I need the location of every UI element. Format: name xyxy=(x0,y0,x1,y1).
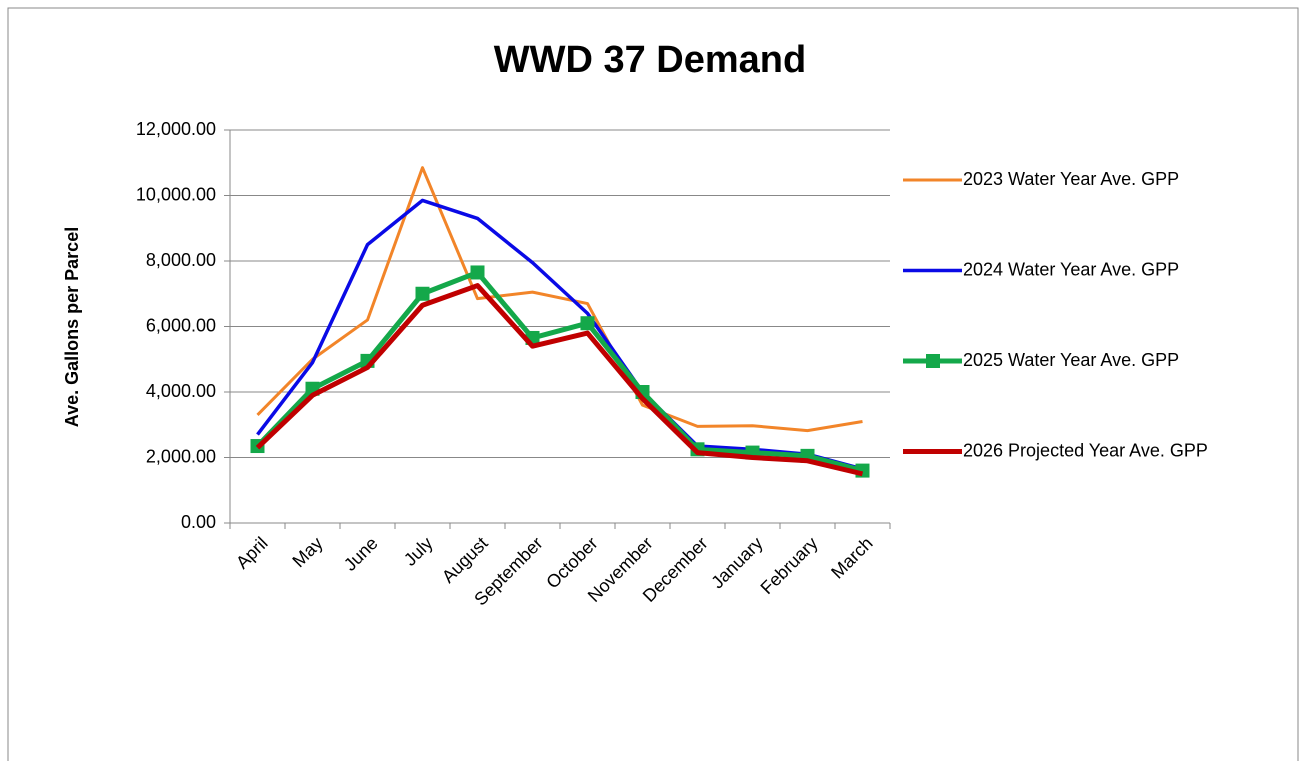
y-tick-label: 0.00 xyxy=(181,512,216,532)
legend-label: 2025 Water Year Ave. GPP xyxy=(963,350,1179,370)
point-marker xyxy=(415,286,430,301)
chart-border xyxy=(7,7,1299,761)
point-marker xyxy=(580,316,595,331)
series-line xyxy=(255,269,864,474)
y-tick-label: 4,000.00 xyxy=(146,381,216,401)
series-line xyxy=(255,283,864,477)
y-tick-label: 10,000.00 xyxy=(136,184,216,204)
legend-marker xyxy=(926,354,940,368)
series-line xyxy=(256,166,863,433)
y-tick-label: 8,000.00 xyxy=(146,250,216,270)
y-tick-label: 2,000.00 xyxy=(146,446,216,466)
legend-label: 2024 Water Year Ave. GPP xyxy=(963,259,1179,279)
y-tick-label: 12,000.00 xyxy=(136,119,216,139)
y-tick-label: 6,000.00 xyxy=(146,315,216,335)
point-marker xyxy=(470,265,485,280)
series-line xyxy=(256,198,863,471)
legend-label: 2026 Projected Year Ave. GPP xyxy=(963,440,1208,460)
y-axis-label: Ave. Gallons per Parcel xyxy=(62,227,82,427)
chart-title: WWD 37 Demand xyxy=(494,39,806,81)
legend-label: 2023 Water Year Ave. GPP xyxy=(963,169,1179,189)
